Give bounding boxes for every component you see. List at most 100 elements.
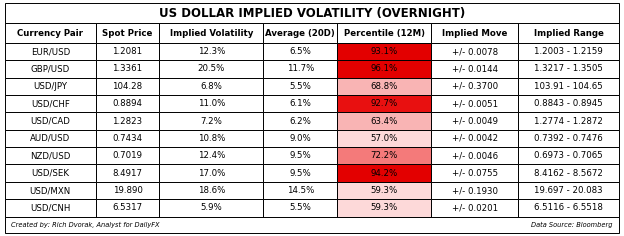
Bar [337,199,431,217]
Text: USD/CNH: USD/CNH [30,203,71,212]
Text: USD/JPY: USD/JPY [33,82,67,91]
Text: +/- 0.0042: +/- 0.0042 [452,134,498,143]
Text: Implied Range: Implied Range [534,29,603,38]
Text: 72.2%: 72.2% [371,151,398,160]
Bar [5,147,95,164]
Bar [5,24,95,43]
Bar [5,112,95,130]
Text: Implied Move: Implied Move [442,29,507,38]
Text: 59.3%: 59.3% [371,203,397,212]
Text: +/- 0.0049: +/- 0.0049 [452,117,498,126]
Bar [337,24,431,43]
Bar [431,43,519,60]
Text: 59.3%: 59.3% [371,186,397,195]
Text: 18.6%: 18.6% [198,186,225,195]
Text: 11.0%: 11.0% [198,99,225,108]
Bar [519,43,619,60]
Text: +/- 0.0051: +/- 0.0051 [452,99,498,108]
Text: 10.8%: 10.8% [198,134,225,143]
Bar [263,78,337,95]
Text: +/- 0.0078: +/- 0.0078 [452,47,498,56]
Bar [95,130,159,147]
Text: USD/MXN: USD/MXN [30,186,71,195]
Bar [431,130,519,147]
Text: Average (20D): Average (20D) [265,29,335,38]
Text: 0.7392 - 0.7476: 0.7392 - 0.7476 [534,134,603,143]
Bar [263,199,337,217]
Text: EUR/USD: EUR/USD [31,47,70,56]
Bar [431,78,519,95]
Text: USD/CAD: USD/CAD [31,117,71,126]
Bar [159,130,263,147]
Bar [263,24,337,43]
Bar [95,43,159,60]
Text: 6.8%: 6.8% [200,82,222,91]
Bar [519,199,619,217]
Bar [431,182,519,199]
Text: 9.5%: 9.5% [290,169,311,178]
Text: 8.4917: 8.4917 [112,169,142,178]
Bar [263,95,337,112]
Text: +/- 0.1930: +/- 0.1930 [452,186,498,195]
Bar [431,24,519,43]
Text: 9.0%: 9.0% [290,134,311,143]
Bar [159,199,263,217]
Bar [431,199,519,217]
Text: 0.6973 - 0.7065: 0.6973 - 0.7065 [534,151,603,160]
Bar [95,199,159,217]
Bar [431,164,519,182]
Bar [95,147,159,164]
Text: USD/SEK: USD/SEK [31,169,69,178]
Text: 19.697 - 20.083: 19.697 - 20.083 [534,186,603,195]
Text: 94.2%: 94.2% [371,169,397,178]
Bar [519,112,619,130]
Text: Percentile (12M): Percentile (12M) [344,29,425,38]
Bar [95,112,159,130]
Text: Currency Pair: Currency Pair [17,29,83,38]
Bar [5,3,619,24]
Text: 19.890: 19.890 [112,186,142,195]
Bar [519,60,619,78]
Bar [159,43,263,60]
Bar [5,78,95,95]
Bar [519,130,619,147]
Text: 12.3%: 12.3% [198,47,225,56]
Bar [159,78,263,95]
Text: Created by: Rich Dvorak, Analyst for DailyFX: Created by: Rich Dvorak, Analyst for Dai… [11,222,160,228]
Bar [5,60,95,78]
Bar [5,182,95,199]
Text: +/- 0.0144: +/- 0.0144 [452,64,498,73]
Bar [337,78,431,95]
Text: 104.28: 104.28 [112,82,142,91]
Text: +/- 0.0201: +/- 0.0201 [452,203,498,212]
Bar [5,43,95,60]
Text: 14.5%: 14.5% [286,186,314,195]
Text: USD/CHF: USD/CHF [31,99,70,108]
Bar [95,60,159,78]
Text: 5.5%: 5.5% [290,82,311,91]
Bar [159,182,263,199]
Text: 0.7019: 0.7019 [112,151,142,160]
Text: NZD/USD: NZD/USD [30,151,71,160]
Bar [95,182,159,199]
Bar [337,95,431,112]
Text: 103.91 - 104.65: 103.91 - 104.65 [534,82,603,91]
Text: 63.4%: 63.4% [371,117,398,126]
Bar [519,182,619,199]
Bar [5,95,95,112]
Bar [95,24,159,43]
Text: 1.2774 - 1.2872: 1.2774 - 1.2872 [534,117,603,126]
Bar [519,164,619,182]
Text: Spot Price: Spot Price [102,29,153,38]
Bar [337,147,431,164]
Bar [337,164,431,182]
Bar [337,60,431,78]
Text: 0.8894: 0.8894 [112,99,142,108]
Bar [263,60,337,78]
Text: Data Source: Bloomberg: Data Source: Bloomberg [531,222,613,228]
Text: 5.5%: 5.5% [290,203,311,212]
Text: 20.5%: 20.5% [198,64,225,73]
Text: 9.5%: 9.5% [290,151,311,160]
Text: AUD/USD: AUD/USD [30,134,71,143]
Bar [263,164,337,182]
